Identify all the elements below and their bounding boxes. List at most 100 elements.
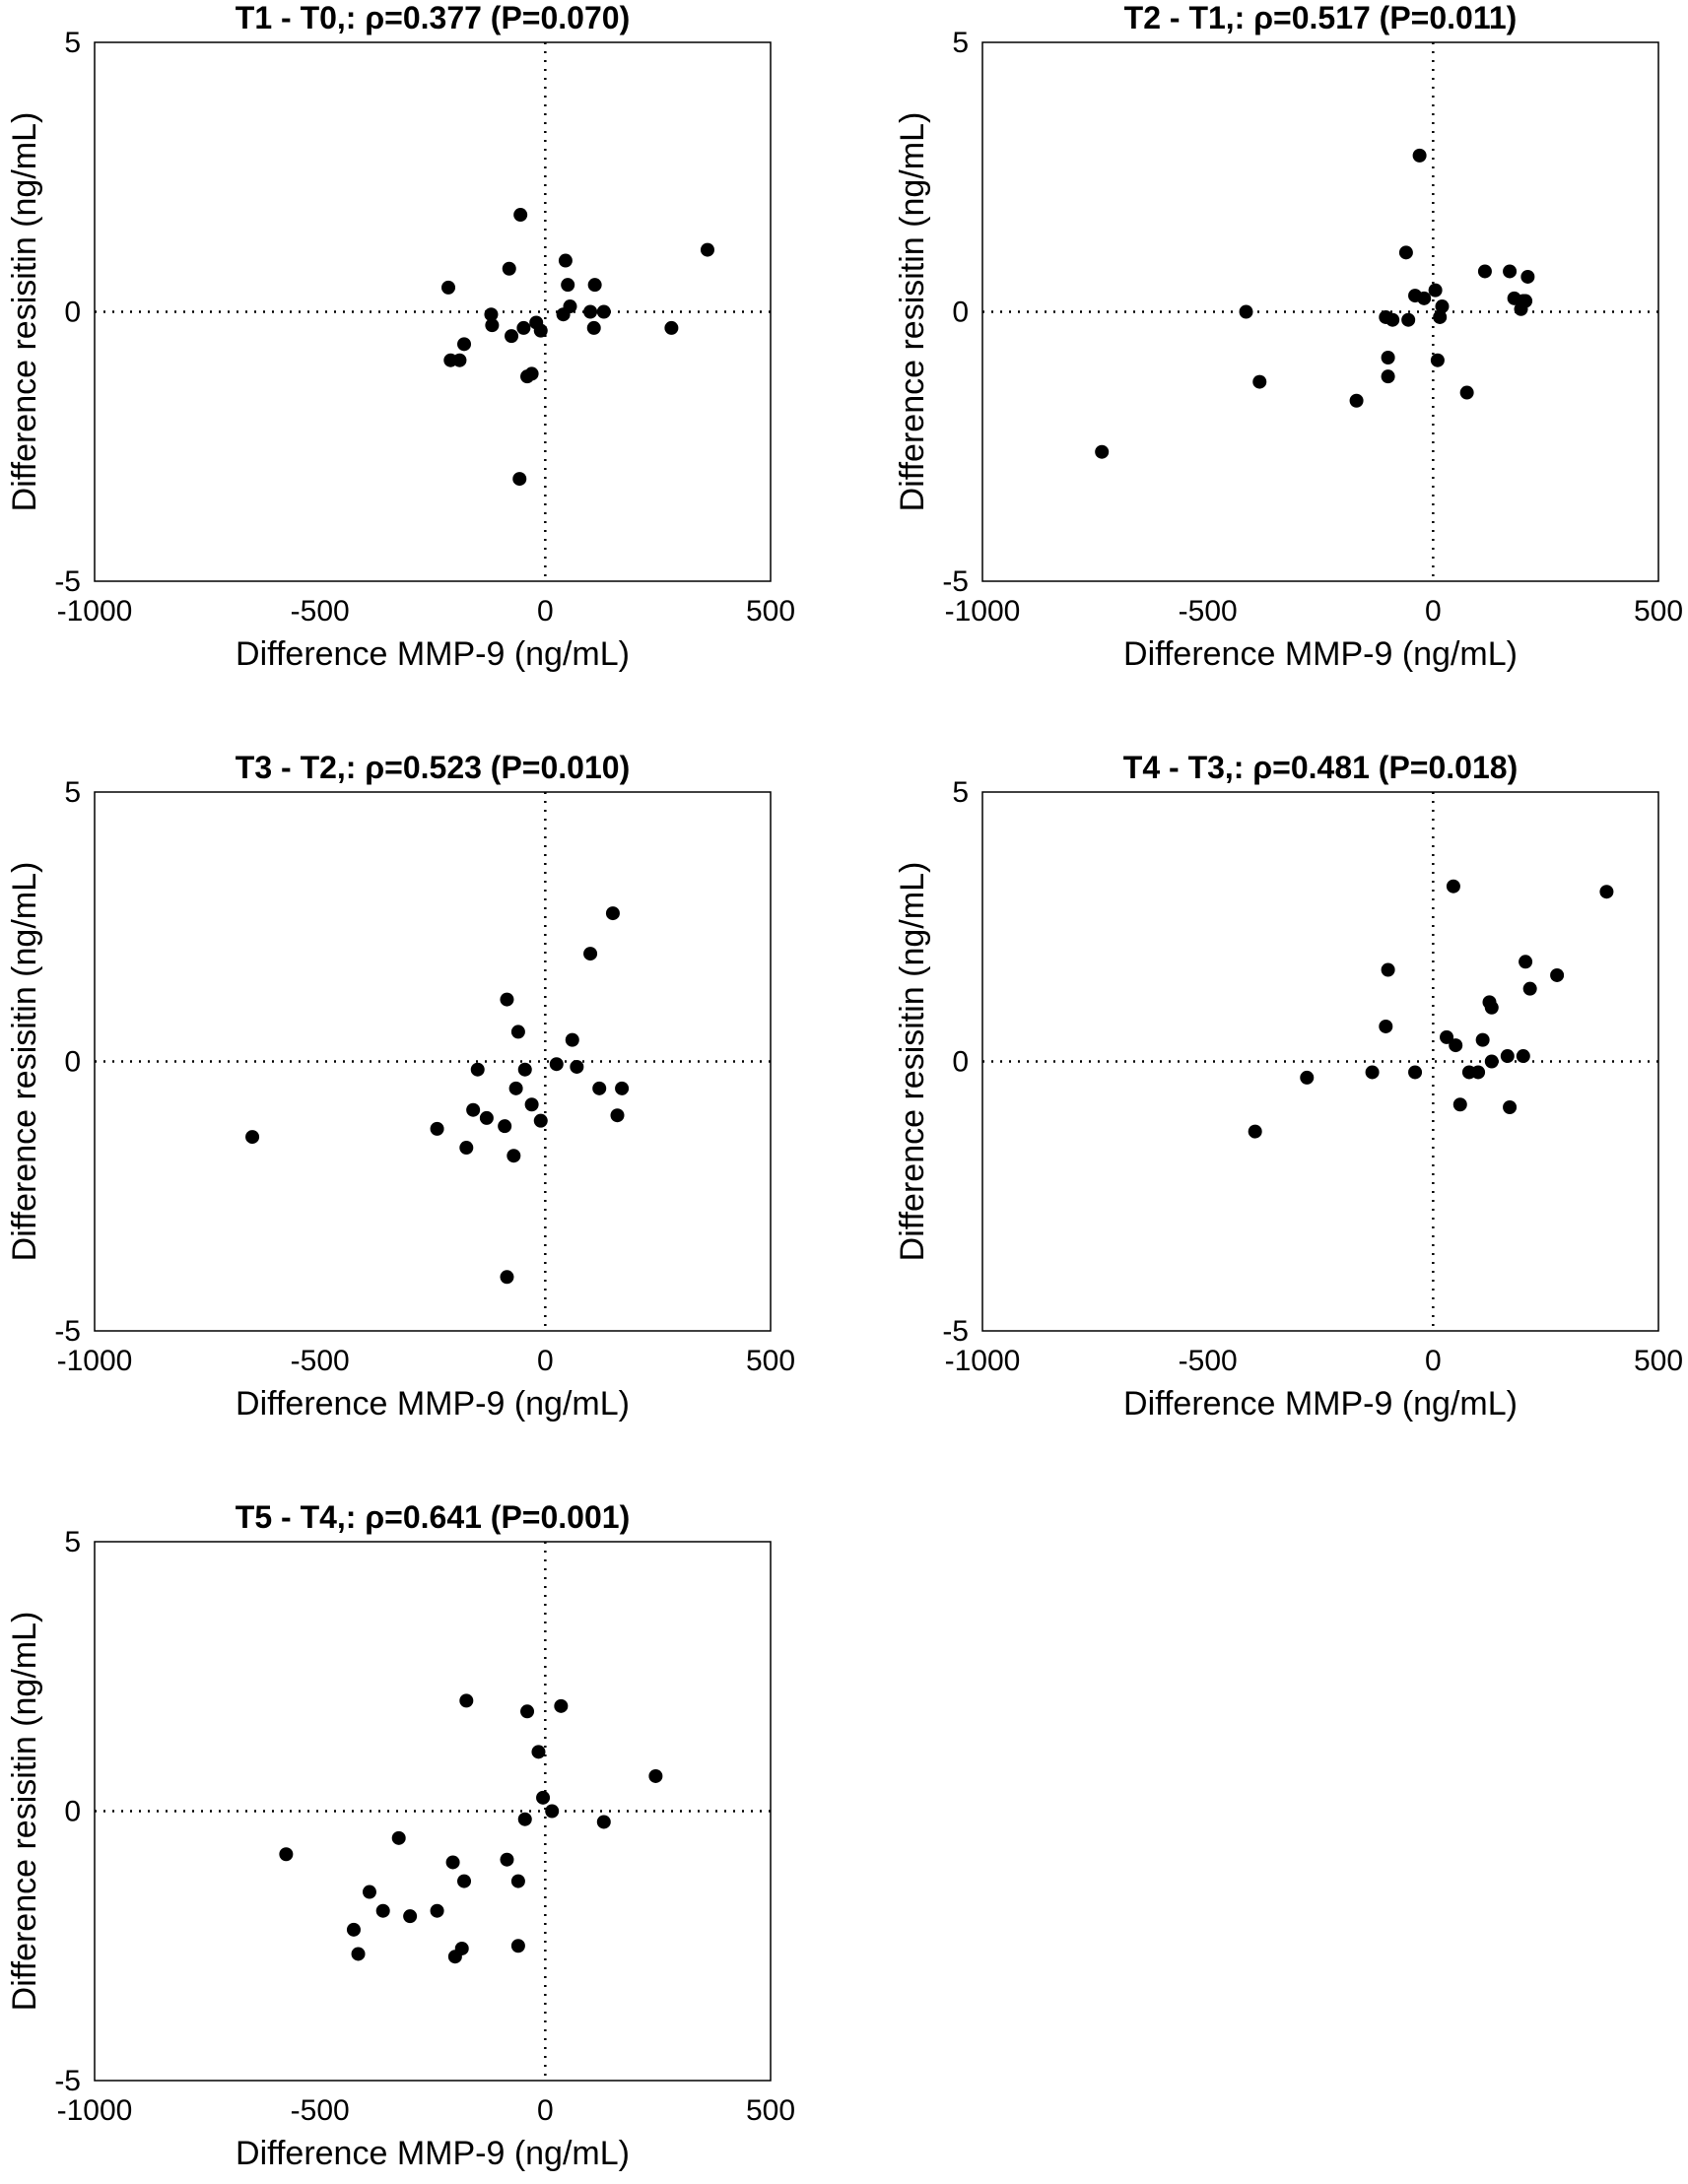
- data-point: [1500, 1049, 1515, 1064]
- data-point: [512, 472, 527, 487]
- data-point: [485, 318, 500, 333]
- data-point: [1252, 374, 1267, 389]
- x-tick-label: -1000: [945, 1345, 1021, 1377]
- x-tick-label: -500: [291, 2094, 350, 2127]
- data-point: [533, 1113, 548, 1128]
- data-point: [1401, 312, 1416, 327]
- data-point: [524, 1097, 539, 1112]
- data-point: [1349, 393, 1364, 408]
- data-point: [1449, 1038, 1463, 1053]
- data-point: [484, 307, 499, 322]
- y-tick-label: 5: [64, 776, 81, 809]
- data-point: [1095, 444, 1110, 459]
- y-tick-label: 5: [952, 776, 969, 809]
- x-axis-label: Difference MMP-9 (ng/mL): [236, 1385, 630, 1423]
- data-point: [517, 1812, 532, 1826]
- panel-3: -1000 -500 0 500 -5 0 5 T3 - T2,: ρ=0.523 (P=0.…: [6, 750, 795, 1423]
- data-point: [500, 992, 514, 1007]
- panel-1: -1000 -500 0 500 -5 0 5 T1 - T0,: ρ=0.377 (P=0.…: [6, 0, 795, 673]
- x-axis-label: Difference MMP-9 (ng/mL): [1123, 1385, 1518, 1423]
- x-axis-label: Difference MMP-9 (ng/mL): [1123, 635, 1518, 673]
- data-point: [1433, 309, 1448, 324]
- data-point: [516, 320, 531, 335]
- data-point: [500, 1270, 514, 1285]
- data-point: [570, 1059, 584, 1074]
- data-point: [1477, 264, 1492, 279]
- data-point: [533, 323, 548, 338]
- data-point: [1519, 294, 1533, 308]
- data-point: [375, 1903, 390, 1918]
- x-tick-label: 0: [537, 1345, 554, 1377]
- x-tick-label: 0: [537, 595, 554, 628]
- data-point: [391, 1830, 406, 1845]
- data-point: [592, 1081, 607, 1095]
- y-axis-label: Difference resisitin (ng/mL): [894, 862, 931, 1262]
- data-point: [502, 261, 516, 276]
- data-point: [452, 353, 467, 367]
- x-tick-label: 500: [1634, 595, 1683, 628]
- data-point: [558, 253, 573, 268]
- data-point: [500, 1852, 514, 1867]
- data-point: [563, 299, 577, 314]
- data-point: [1412, 148, 1427, 163]
- data-point: [245, 1130, 260, 1145]
- y-axis-label: Difference resisitin (ng/mL): [6, 862, 43, 1262]
- data-point: [1599, 885, 1614, 899]
- data-point: [664, 320, 679, 335]
- panel-title: T4 - T3,: ρ=0.481 (P=0.018): [1123, 750, 1518, 785]
- panel-title: T2 - T1,: ρ=0.517 (P=0.011): [1124, 0, 1518, 35]
- x-tick-label: -500: [291, 595, 350, 628]
- y-axis-label: Difference resisitin (ng/mL): [6, 1612, 43, 2012]
- y-tick-label: 5: [64, 27, 81, 59]
- data-point: [510, 1025, 525, 1039]
- data-point: [510, 1939, 525, 1953]
- y-tick-label: 5: [64, 1526, 81, 1558]
- panel-2: -1000 -500 0 500 -5 0 5 T2 - T1,: ρ=0.517 (P=0.…: [894, 0, 1683, 673]
- data-point: [1459, 385, 1474, 400]
- data-point: [441, 280, 456, 295]
- y-tick-label: 0: [64, 297, 81, 329]
- data-point: [1440, 1029, 1454, 1044]
- data-point: [1435, 299, 1450, 314]
- data-point: [1408, 1065, 1423, 1080]
- data-point: [1248, 1124, 1262, 1139]
- x-tick-label: -500: [1179, 595, 1238, 628]
- x-tick-label: -1000: [57, 1345, 133, 1377]
- data-point: [610, 1108, 625, 1123]
- y-tick-label: -5: [942, 565, 969, 598]
- data-point: [586, 320, 601, 335]
- data-point: [561, 278, 575, 293]
- y-tick-label: 0: [952, 1046, 969, 1079]
- data-point: [1471, 1065, 1486, 1080]
- x-tick-label: 0: [1425, 1345, 1442, 1377]
- data-point: [445, 1855, 460, 1870]
- x-axis-label: Difference MMP-9 (ng/mL): [236, 635, 630, 673]
- data-point: [351, 1947, 366, 1961]
- data-point: [513, 208, 528, 223]
- y-tick-label: -5: [942, 1315, 969, 1348]
- panel-4: -1000 -500 0 500 -5 0 5 T4 - T3,: ρ=0.481 (P=0.…: [894, 750, 1683, 1423]
- data-point: [1446, 879, 1460, 893]
- data-point: [430, 1121, 444, 1136]
- data-point: [279, 1847, 294, 1862]
- x-tick-label: -500: [1179, 1345, 1238, 1377]
- x-tick-label: -1000: [57, 595, 133, 628]
- data-point: [362, 1885, 376, 1899]
- data-point: [520, 1704, 535, 1719]
- data-point: [498, 1119, 512, 1134]
- data-point: [1398, 245, 1413, 260]
- data-point: [1520, 269, 1535, 284]
- data-point: [1381, 962, 1395, 977]
- data-point: [459, 1693, 474, 1708]
- data-point: [1417, 291, 1432, 305]
- data-point: [1385, 312, 1400, 327]
- data-point: [531, 1745, 546, 1759]
- x-tick-label: 500: [1634, 1345, 1683, 1377]
- data-point: [1379, 1019, 1393, 1033]
- panel-5: -1000 -500 0 500 -5 0 5 T5 - T4,: ρ=0.641 (P=0.…: [6, 1499, 795, 2172]
- data-point: [430, 1903, 444, 1918]
- data-point: [700, 242, 714, 257]
- data-point: [605, 906, 620, 921]
- data-point: [1503, 264, 1518, 279]
- x-tick-label: 500: [746, 2094, 795, 2127]
